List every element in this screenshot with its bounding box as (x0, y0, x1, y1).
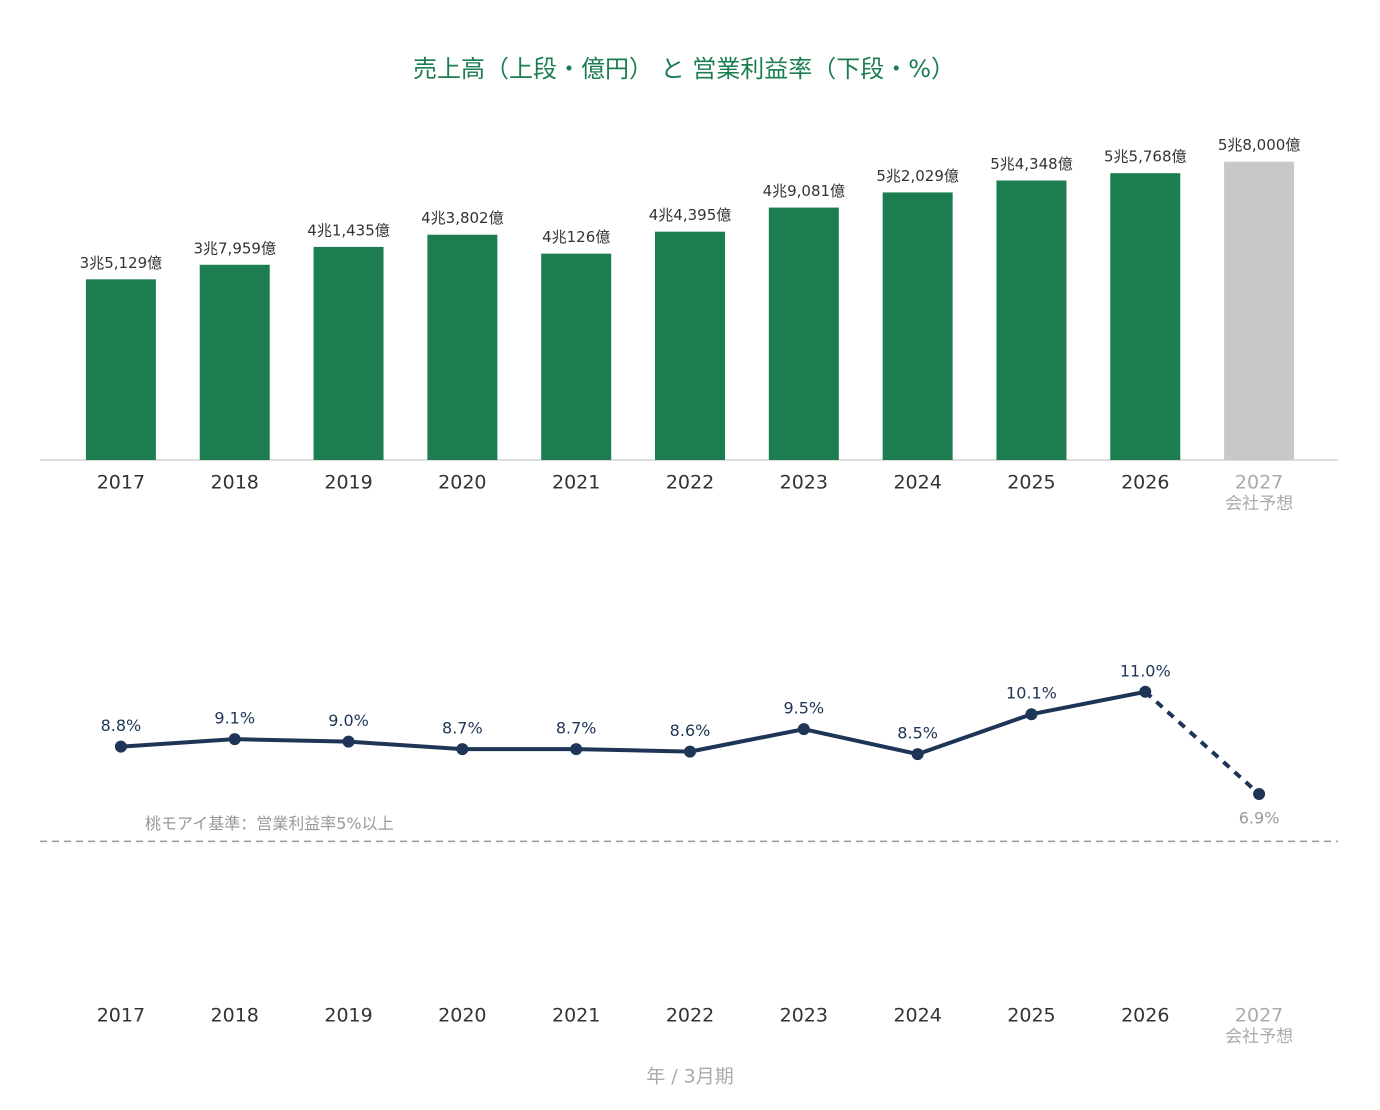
x-tick-label: 2020 (438, 472, 486, 494)
x-tick-label: 2024 (893, 1005, 941, 1027)
point (456, 743, 469, 756)
bar (541, 253, 612, 460)
x-tick-label: 2018 (211, 472, 259, 494)
x-tick-label: 2024 (893, 472, 941, 494)
x-tick-label: 2019 (324, 472, 372, 494)
point (114, 740, 127, 753)
data-label: 5兆4,348億 (990, 155, 1073, 173)
bar (655, 231, 725, 460)
data-label: 4兆9,081億 (763, 182, 846, 200)
bar (199, 264, 270, 460)
forecast-note: 会社予想 (1225, 494, 1293, 514)
data-label: 5兆8,000億 (1218, 136, 1301, 154)
x-tick-label: 2017 (97, 472, 145, 494)
data-label: 8.7% (442, 719, 483, 738)
x-tick-label: 2025 (1007, 1005, 1055, 1027)
x-tick-label: 2026 (1121, 1005, 1169, 1027)
bar (1110, 173, 1181, 460)
data-label: 5兆5,768億 (1104, 148, 1187, 166)
data-label: 3兆7,959億 (193, 239, 276, 257)
x-tick-label: 2023 (780, 472, 828, 494)
point (1253, 787, 1266, 800)
data-label: 8.5% (897, 724, 938, 743)
reference-label: 桃モアイ基準：営業利益率5%以上 (145, 814, 394, 833)
point (1139, 685, 1152, 698)
data-label: 11.0% (1120, 661, 1171, 680)
x-tick-label: 2021 (552, 472, 600, 494)
data-label: 4兆3,802億 (421, 209, 504, 227)
point (797, 723, 810, 736)
data-label: 8.7% (556, 719, 597, 738)
bar (996, 180, 1067, 460)
x-tick-label: 2018 (211, 1005, 259, 1027)
data-label: 4兆126億 (542, 228, 610, 246)
chart-title: 売上高（上段・億円） と 営業利益率（下段・%） (413, 55, 955, 83)
x-tick-label: 2022 (666, 472, 714, 494)
data-label: 9.5% (783, 699, 824, 718)
data-label: 8.6% (670, 721, 711, 740)
bar (1224, 161, 1295, 460)
x-tick-label: 2021 (552, 1005, 600, 1027)
x-tick-label: 2026 (1121, 472, 1169, 494)
data-label: 8.8% (101, 716, 142, 735)
data-label: 9.1% (214, 709, 255, 728)
line (120, 689, 1146, 757)
x-tick-label: 2023 (780, 1005, 828, 1027)
x-tick-label: 2022 (666, 1005, 714, 1027)
point (911, 748, 924, 761)
bar (882, 192, 953, 460)
x-tick-label: 2027 (1235, 1005, 1283, 1027)
bar (313, 246, 384, 460)
point (1025, 708, 1038, 721)
data-label: 6.9% (1239, 808, 1280, 827)
data-label: 4兆4,395億 (649, 206, 732, 224)
point (228, 733, 241, 746)
data-label: 4兆1,435億 (307, 221, 390, 239)
x-tick-label: 2019 (324, 1005, 372, 1027)
x-tick-label: 2017 (97, 1005, 145, 1027)
point (570, 743, 583, 756)
data-label: 9.0% (328, 711, 369, 730)
data-label: 5兆2,029億 (876, 167, 959, 185)
forecast-note: 会社予想 (1225, 1027, 1293, 1047)
x-tick-label: 2027 (1235, 472, 1283, 494)
point (342, 735, 355, 748)
forecast-line (1143, 690, 1261, 796)
bar (427, 234, 498, 460)
bar (85, 279, 156, 460)
data-label: 3兆5,129億 (80, 254, 163, 272)
bar (768, 207, 839, 460)
x-axis-label: 年 / 3月期 (646, 1066, 734, 1088)
x-tick-label: 2020 (438, 1005, 486, 1027)
point (684, 745, 696, 758)
x-tick-label: 2025 (1007, 472, 1055, 494)
data-label: 10.1% (1006, 684, 1057, 703)
